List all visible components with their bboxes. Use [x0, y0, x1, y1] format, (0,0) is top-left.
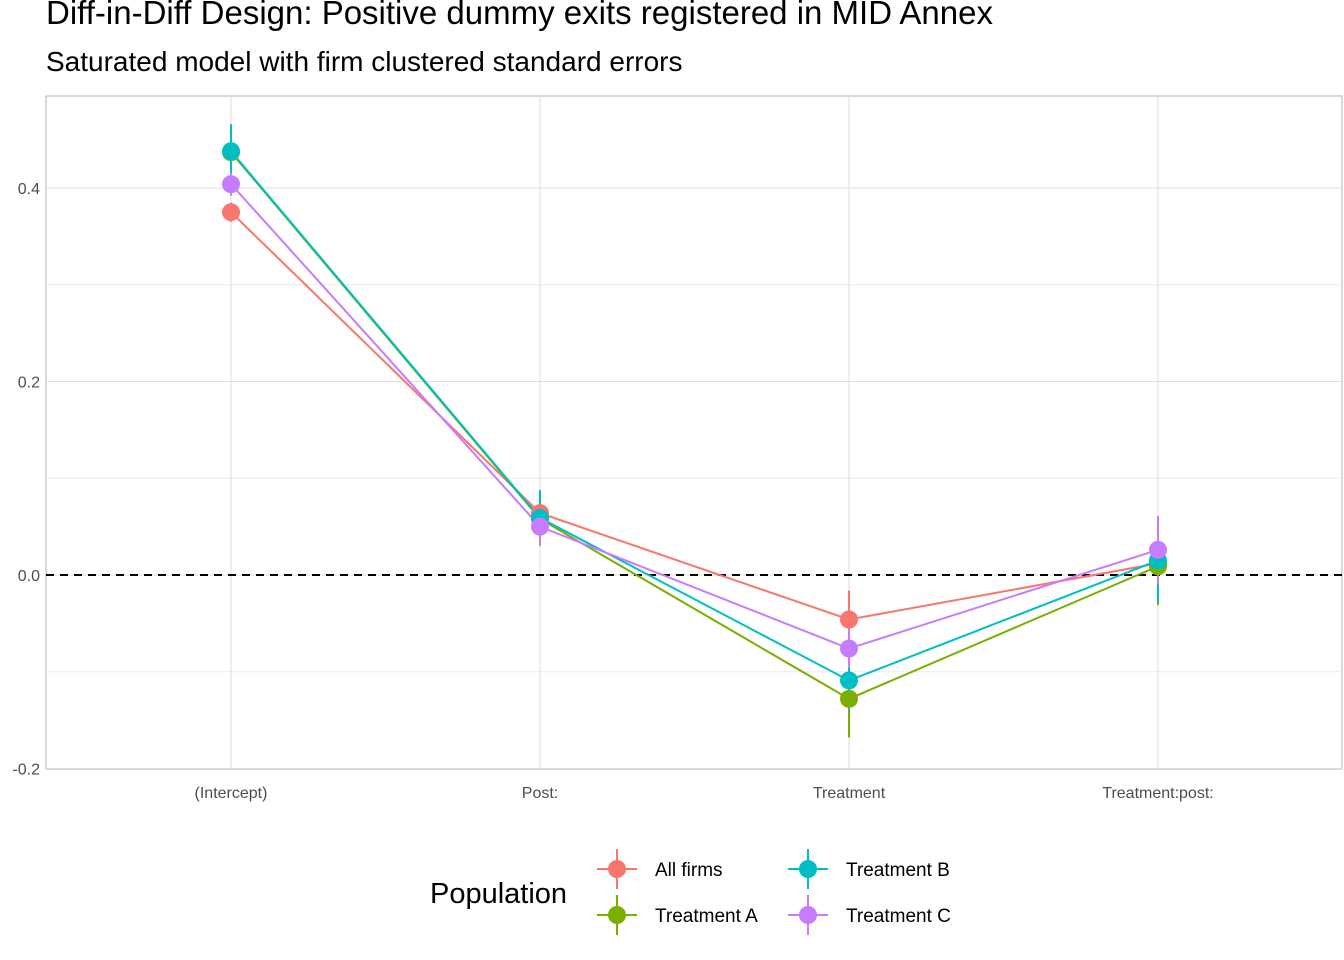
chart-title: Diff-in-Diff Design: Positive dummy exit… [46, 0, 993, 31]
legend-key-point-treatment-b [799, 860, 817, 878]
data-points [222, 142, 1167, 708]
point-treatment-b [222, 142, 240, 161]
x-tick-label: Treatment [813, 785, 886, 802]
legend-label-treatment-c: Treatment C [846, 906, 951, 927]
point-treatment-c [1149, 540, 1167, 559]
point-treatment-b [840, 671, 858, 690]
legend: Population All firms Treatment A Treatment… [430, 849, 951, 935]
x-axis-ticks: (Intercept) Post: Treatment Treatment:post: [195, 785, 1214, 802]
series-line-treatment-a [230, 151, 1159, 700]
y-tick-label: -0.2 [12, 762, 40, 779]
point-treatment-c [222, 175, 240, 194]
x-tick-label: Post: [522, 785, 558, 802]
legend-title: Population [430, 878, 567, 910]
x-tick-label: Treatment:post: [1102, 785, 1213, 802]
legend-key-point-treatment-a [608, 906, 626, 924]
legend-label-treatment-b: Treatment B [846, 860, 950, 881]
point-all-firms [222, 203, 240, 222]
legend-label-treatment-a: Treatment A [655, 906, 758, 927]
grid-lines [46, 96, 1342, 769]
y-tick-label: 0.2 [18, 375, 40, 392]
series-lines [230, 150, 1159, 700]
point-all-firms [840, 610, 858, 629]
x-tick-label: (Intercept) [195, 785, 268, 802]
point-treatment-c [840, 639, 858, 658]
series-line-all-firms [230, 211, 1159, 621]
series-line-treatment-b [230, 150, 1159, 682]
chart-subtitle: Saturated model with firm clustered stan… [46, 46, 683, 77]
point-treatment-a [840, 689, 858, 708]
legend-label-all-firms: All firms [655, 860, 723, 881]
series-line-treatment-c [230, 183, 1159, 650]
plot-panel-border [45, 95, 1343, 770]
legend-key-point-treatment-c [799, 906, 817, 924]
y-tick-label: 0.0 [18, 568, 40, 585]
point-treatment-c [531, 517, 549, 536]
legend-key-point-all-firms [608, 860, 626, 878]
error-bars [230, 124, 1159, 738]
y-tick-label: 0.4 [18, 181, 40, 198]
y-axis-ticks: -0.2 0.0 0.2 0.4 [12, 181, 40, 779]
